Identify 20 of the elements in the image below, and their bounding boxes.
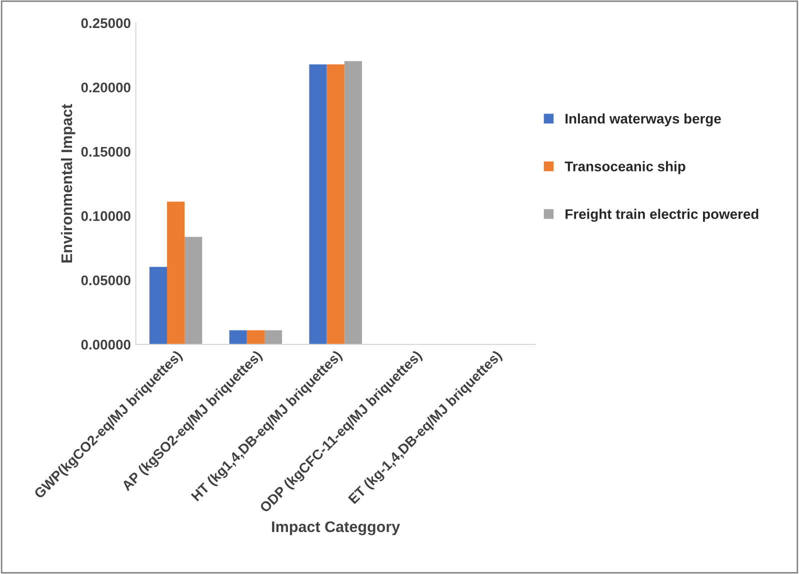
bar bbox=[309, 64, 327, 344]
y-tick-label: 0.20000 bbox=[81, 82, 130, 92]
y-tick-label: 0.15000 bbox=[81, 146, 130, 157]
y-tick-label: 0.10000 bbox=[81, 211, 130, 221]
bar bbox=[229, 330, 247, 344]
y-axis-title: Environmental Impact bbox=[60, 104, 76, 262]
y-tick-label: 0.25000 bbox=[81, 18, 130, 28]
legend-label: Freight train electric powered bbox=[566, 208, 758, 222]
bar bbox=[184, 236, 202, 344]
y-tick-label: 0.05000 bbox=[81, 275, 130, 286]
x-axis-title: Impact Categgory bbox=[272, 521, 400, 536]
legend-label: Transoceanic ship bbox=[564, 161, 686, 174]
y-tick-label: 0.00000 bbox=[81, 340, 130, 350]
bar bbox=[166, 202, 185, 344]
legend-label: Inland waterways berge bbox=[566, 113, 721, 126]
bar bbox=[326, 64, 344, 344]
bar bbox=[149, 266, 167, 344]
bar bbox=[246, 330, 264, 344]
bar bbox=[344, 61, 362, 344]
bar bbox=[264, 330, 282, 344]
